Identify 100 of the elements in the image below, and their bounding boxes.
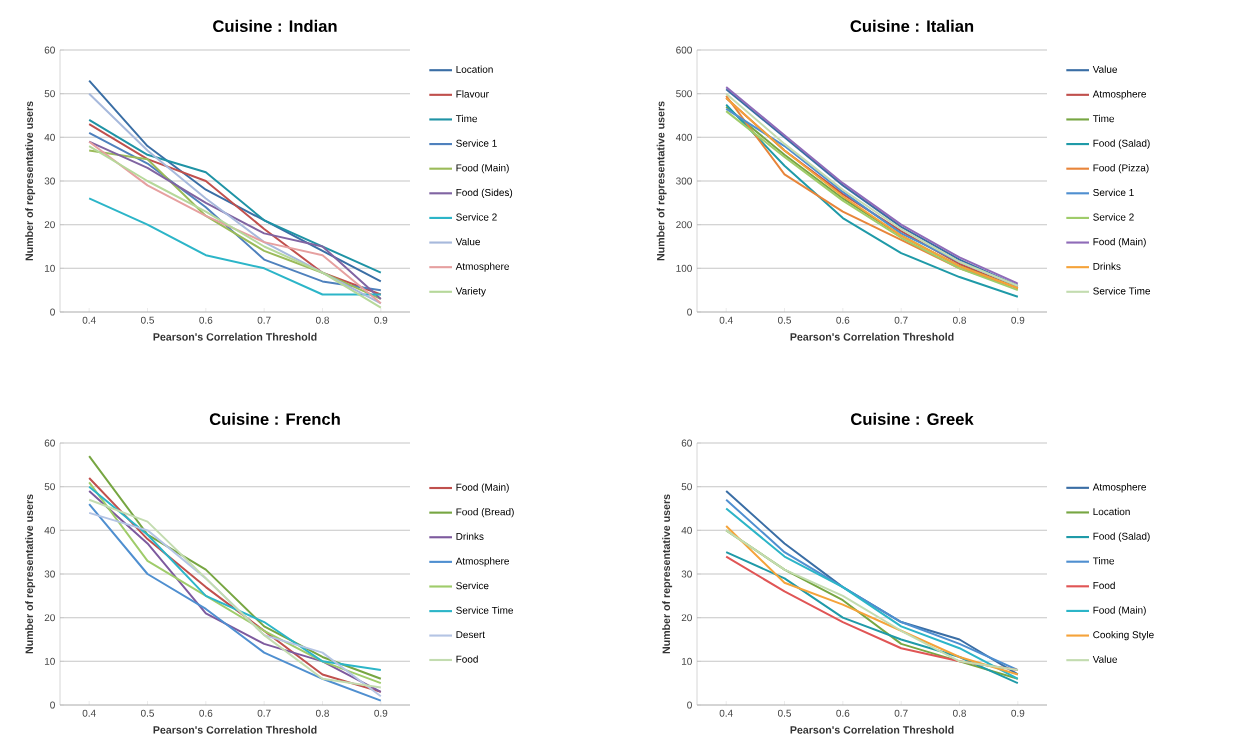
y-tick-label: 0 bbox=[687, 308, 692, 316]
y-tick-label: 20 bbox=[44, 221, 55, 229]
legend-label: Service Time bbox=[456, 606, 514, 614]
legend-label: Service 2 bbox=[1093, 213, 1134, 221]
y-tick-label: 100 bbox=[676, 264, 692, 272]
x-axis-title: Pearson's Correlation Threshold bbox=[153, 725, 317, 734]
legend-label: Service Time bbox=[1093, 287, 1151, 295]
legend-label: Value bbox=[1092, 655, 1118, 663]
legend-label: Atmosphere bbox=[455, 262, 509, 272]
legend-label: Food (Sides) bbox=[456, 188, 513, 198]
y-axis-title: Number of representative users bbox=[662, 494, 673, 654]
line-series bbox=[88, 92, 382, 305]
legend-label: Food (Main) bbox=[1093, 606, 1146, 616]
legend-label: Food (Main) bbox=[456, 164, 509, 174]
x-tick-label: 0.6 bbox=[199, 709, 213, 717]
y-axis-title: Number of representative users bbox=[25, 101, 36, 261]
x-tick-label: 0.6 bbox=[836, 316, 850, 324]
y-tick-label: 200 bbox=[676, 221, 692, 229]
x-tick-label: 0.8 bbox=[952, 316, 966, 324]
legend-label: Desert bbox=[456, 631, 485, 639]
legend-label: Drinks bbox=[456, 532, 484, 540]
x-tick-label: 0.7 bbox=[894, 709, 908, 717]
legend-label: Service 2 bbox=[456, 213, 497, 221]
x-tick-label: 0.7 bbox=[257, 709, 271, 717]
legend-label: Location bbox=[1093, 507, 1130, 516]
legend-label: Atmosphere bbox=[455, 557, 509, 567]
x-tick-label: 0.9 bbox=[374, 709, 388, 717]
legend-label: Flavour bbox=[456, 90, 489, 98]
chart-title: Cuisine : French bbox=[209, 412, 340, 426]
legend-label: Variety bbox=[455, 287, 486, 297]
y-tick-label: 30 bbox=[44, 570, 55, 578]
y-tick-label: 50 bbox=[44, 483, 55, 491]
legend-label: Service 1 bbox=[456, 139, 497, 147]
x-tick-label: 0.4 bbox=[82, 316, 96, 324]
y-tick-label: 50 bbox=[681, 483, 692, 491]
legend-label: Value bbox=[1092, 65, 1118, 73]
legend-label: Location bbox=[456, 65, 493, 73]
x-tick-label: 0.8 bbox=[952, 709, 966, 717]
y-tick-label: 20 bbox=[44, 614, 55, 622]
legend-label: Food (Main) bbox=[1093, 237, 1146, 248]
y-tick-label: 10 bbox=[44, 264, 55, 272]
line-series bbox=[88, 197, 382, 296]
legend-label: Food (Salad) bbox=[1093, 532, 1150, 542]
y-tick-label: 300 bbox=[676, 177, 692, 185]
chart-title: Cuisine : Greek bbox=[851, 412, 974, 426]
legend-label: Time bbox=[1092, 557, 1115, 565]
legend-label: Food bbox=[456, 655, 478, 663]
y-tick-label: 0 bbox=[50, 308, 55, 316]
legend-label: Atmosphere bbox=[1092, 90, 1146, 100]
legend-label: Food (Pizza) bbox=[1093, 164, 1149, 174]
y-tick-label: 60 bbox=[44, 46, 55, 54]
chart-title: Cuisine : Italian bbox=[850, 19, 974, 33]
x-tick-label: 0.8 bbox=[315, 316, 329, 324]
legend-label: Value bbox=[455, 237, 481, 246]
y-axis-title: Number of representative users bbox=[25, 494, 36, 654]
y-tick-label: 40 bbox=[44, 526, 55, 534]
y-tick-label: 10 bbox=[44, 657, 55, 665]
x-tick-label: 0.5 bbox=[140, 709, 155, 717]
x-tick-label: 0.5 bbox=[777, 316, 792, 324]
legend-label: Cooking Style bbox=[1093, 630, 1154, 641]
x-tick-label: 0.9 bbox=[1011, 316, 1025, 324]
x-tick-label: 0.9 bbox=[374, 316, 388, 324]
y-tick-label: 20 bbox=[681, 614, 692, 622]
legend-label: Food (Bread) bbox=[456, 508, 514, 518]
y-tick-label: 60 bbox=[44, 439, 55, 447]
legend-label: Drinks bbox=[1093, 262, 1121, 270]
y-tick-label: 10 bbox=[681, 657, 692, 665]
y-tick-label: 40 bbox=[44, 133, 55, 141]
legend-label: Time bbox=[1092, 114, 1115, 123]
y-tick-label: 50 bbox=[44, 90, 55, 98]
y-tick-label: 400 bbox=[675, 133, 692, 141]
y-axis-title: Number of representative users bbox=[656, 101, 667, 261]
legend-label: Time bbox=[455, 114, 478, 123]
x-tick-label: 0.5 bbox=[777, 709, 792, 717]
legend-label: Atmosphere bbox=[1092, 483, 1146, 493]
x-tick-label: 0.9 bbox=[1011, 709, 1025, 717]
y-tick-label: 40 bbox=[681, 526, 692, 534]
y-tick-label: 500 bbox=[676, 90, 692, 98]
x-tick-label: 0.7 bbox=[894, 316, 908, 324]
x-axis-title: Pearson's Correlation Threshold bbox=[153, 332, 317, 341]
y-tick-label: 0 bbox=[50, 701, 55, 709]
legend-label: Food bbox=[1093, 581, 1115, 590]
legend-label: Service bbox=[456, 581, 489, 590]
y-tick-label: 30 bbox=[681, 570, 692, 578]
y-tick-label: 0 bbox=[687, 701, 692, 709]
y-tick-label: 600 bbox=[676, 46, 692, 54]
chart-title: Cuisine : Indian bbox=[213, 19, 337, 33]
x-tick-label: 0.4 bbox=[719, 709, 733, 717]
legend-label: Service 1 bbox=[1093, 188, 1134, 197]
y-tick-label: 30 bbox=[44, 177, 55, 185]
x-tick-label: 0.4 bbox=[82, 709, 96, 717]
x-tick-label: 0.6 bbox=[836, 709, 850, 717]
legend-label: Food (Main) bbox=[456, 483, 509, 493]
x-tick-label: 0.7 bbox=[257, 316, 271, 324]
x-tick-label: 0.4 bbox=[719, 316, 733, 324]
x-tick-label: 0.8 bbox=[315, 709, 329, 717]
x-axis-title: Pearson's Correlation Threshold bbox=[790, 725, 954, 734]
y-tick-label: 60 bbox=[681, 439, 692, 447]
legend-label: Food (Salad) bbox=[1093, 139, 1150, 149]
x-tick-label: 0.5 bbox=[140, 316, 155, 324]
